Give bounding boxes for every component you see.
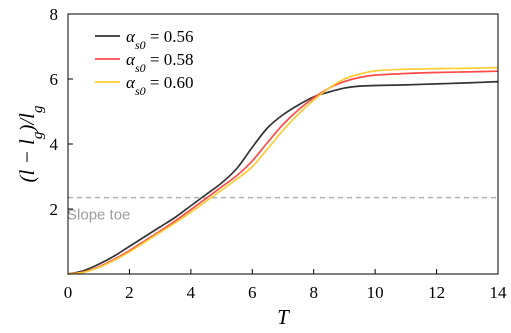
y-tick-label: 8 — [50, 5, 59, 24]
legend-label-1: αs0 = 0.56 — [126, 27, 193, 52]
x-tick-label: 0 — [64, 283, 73, 302]
series-line-2 — [67, 70, 499, 275]
axis-ticks: 0 2 4 6 8 10 12 14 2 4 6 8 — [50, 5, 508, 302]
legend-label-2: αs0 = 0.58 — [126, 50, 193, 75]
series-line-3 — [67, 66, 499, 275]
x-tick-label: 10 — [367, 283, 384, 302]
x-tick-label: 14 — [490, 283, 508, 302]
y-tick-label: 6 — [50, 70, 59, 89]
x-tick-label: 2 — [125, 283, 134, 302]
x-tick-label: 6 — [248, 283, 257, 302]
x-tick-label: 4 — [187, 283, 196, 302]
x-tick-label: 8 — [309, 283, 318, 302]
y-tick-label: 4 — [50, 135, 59, 154]
slope-toe-label: Slope toe — [67, 207, 130, 224]
plot-area: Slope toe — [67, 66, 499, 275]
y-axis-label: (l − lg)/lg — [15, 105, 46, 183]
x-axis-label: T — [277, 305, 290, 329]
series-line-1 — [67, 80, 499, 275]
y-tick-label: 2 — [50, 200, 59, 219]
legend-label-3: αs0 = 0.60 — [126, 73, 193, 98]
x-tick-label: 12 — [428, 283, 445, 302]
